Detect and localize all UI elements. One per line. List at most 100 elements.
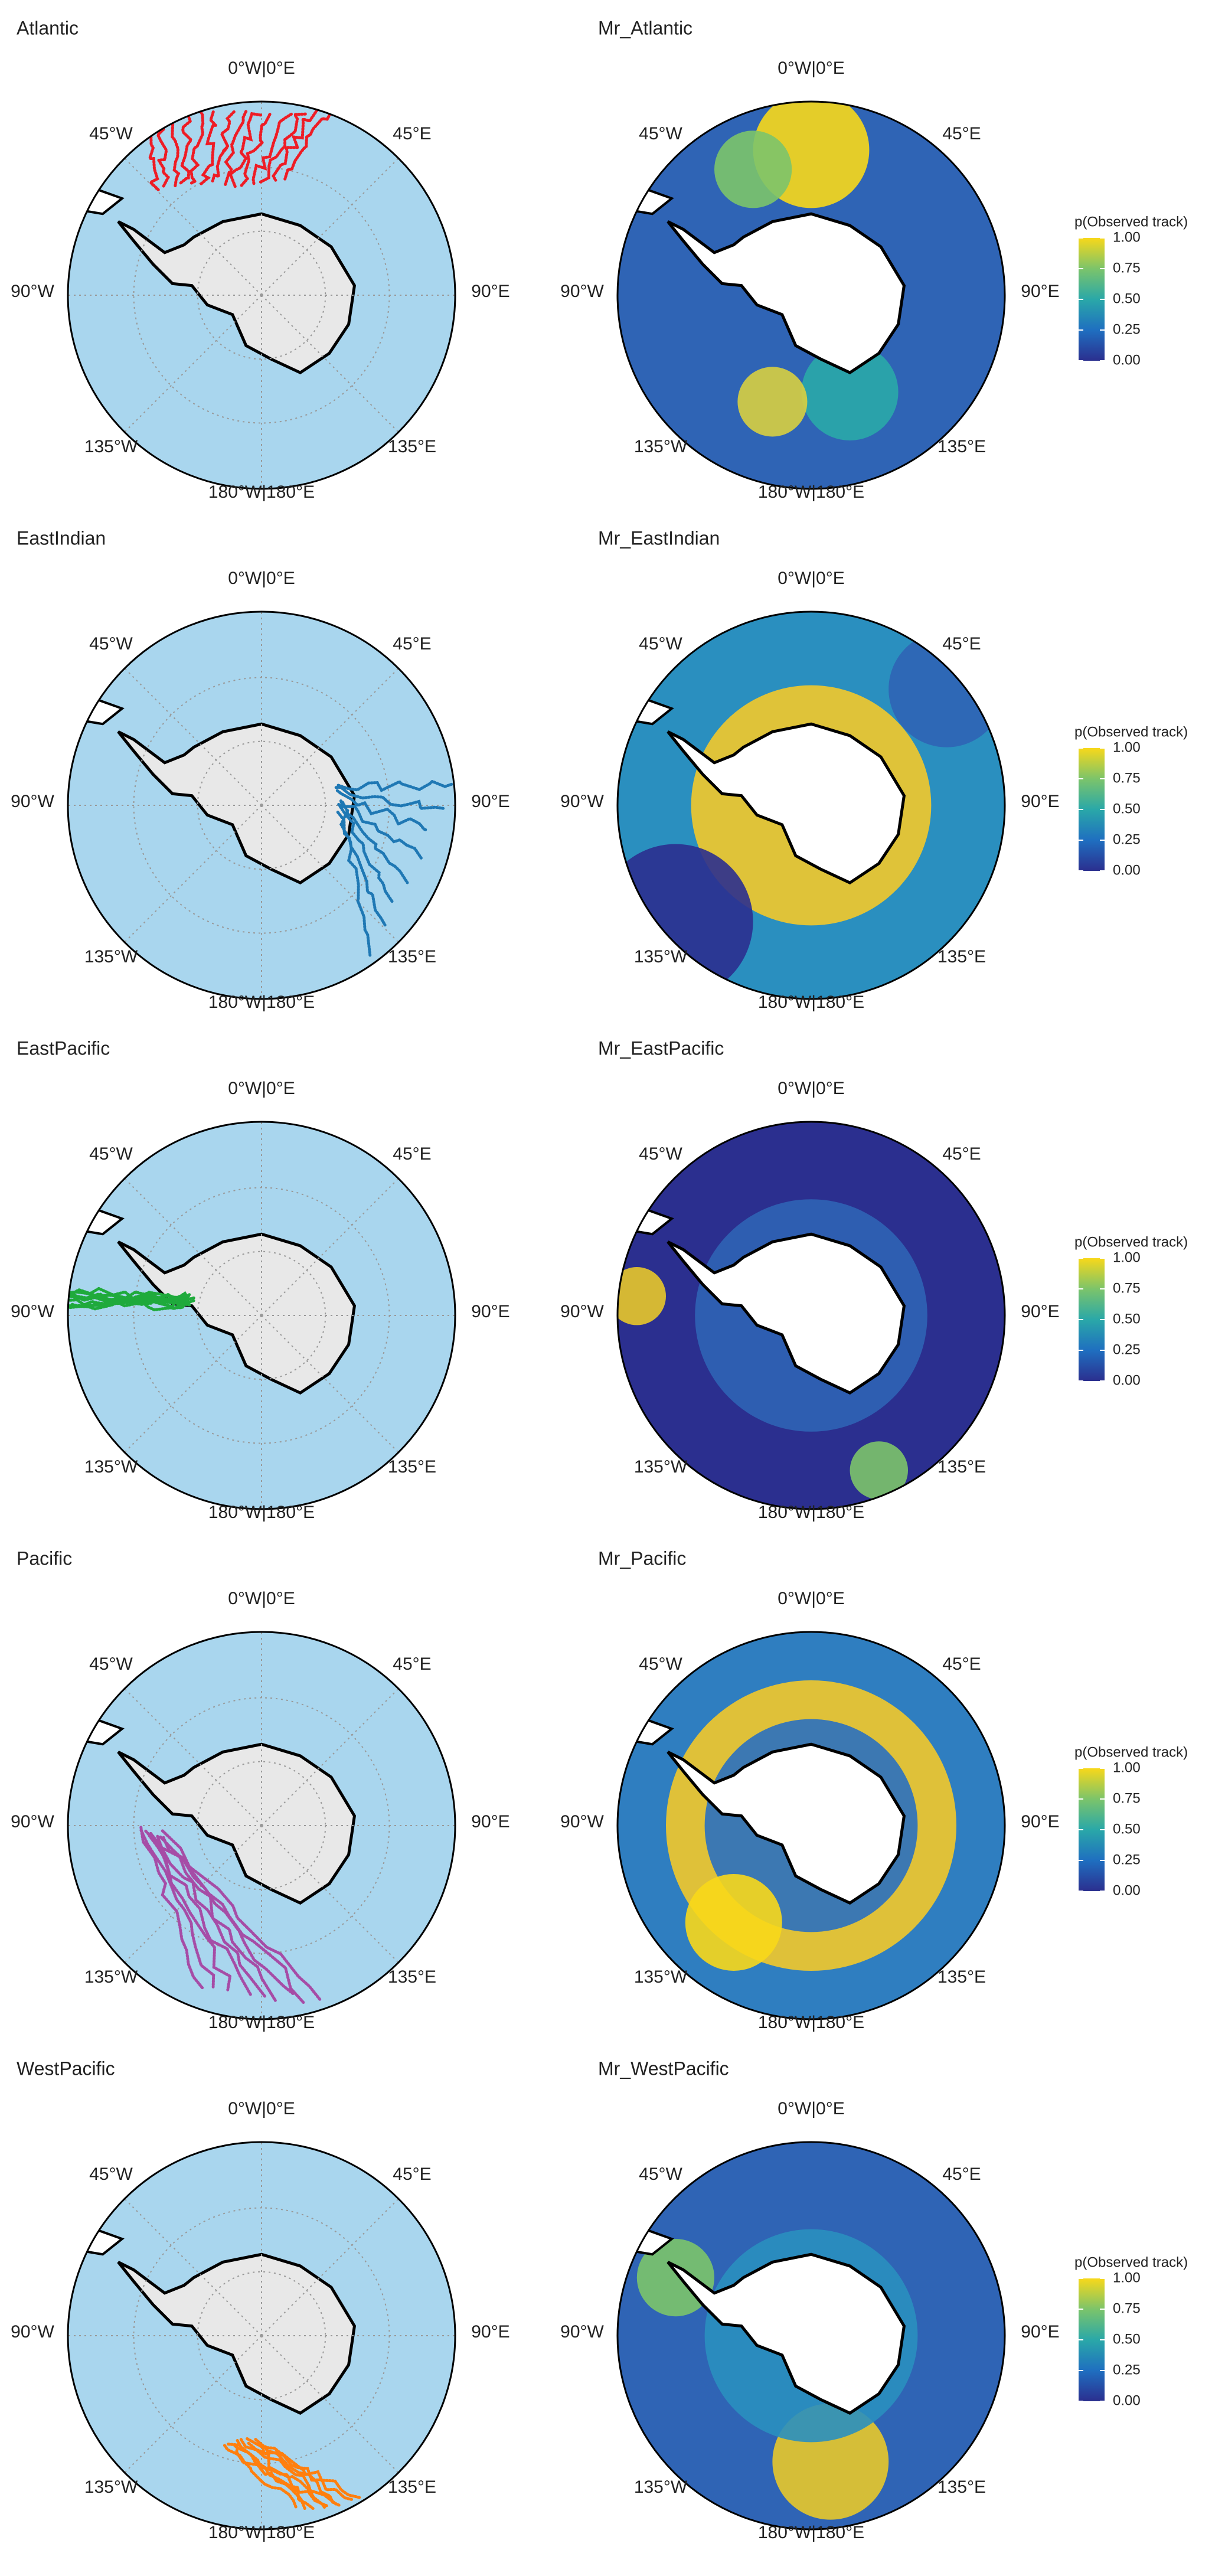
- graticule: [261, 1178, 399, 1316]
- graticule-label: 90°W: [11, 282, 54, 301]
- graticule-label: 90°W: [11, 1812, 54, 1831]
- graticule-label: 90°W: [560, 1812, 604, 1831]
- track-map: WestPacific 0°W|0°E 45°W 45°E 90°W 90°E 135°W 1…: [11, 2058, 510, 2542]
- colorbar-tick-label: 0.75: [1113, 2300, 1141, 2316]
- graticule-label: 135°E: [937, 947, 986, 967]
- graticule-label: 0°W|0°E: [778, 58, 844, 78]
- colorbar-tick-label: 0.00: [1113, 1882, 1141, 1898]
- map-border: [67, 1121, 456, 1510]
- graticule-label: 180°W|180°E: [208, 992, 315, 1012]
- graticule-label: 135°E: [388, 2477, 436, 2497]
- map-border: [67, 2141, 456, 2531]
- track: [240, 113, 272, 187]
- graticule-label: 45°E: [393, 124, 431, 143]
- probability-area: [850, 1441, 909, 1500]
- colorbar-tick-label: 1.00: [1113, 739, 1141, 755]
- graticule-label: 45°W: [89, 634, 133, 654]
- track: [199, 110, 220, 186]
- antarctica: [117, 212, 357, 375]
- graticule-label: 0°W|0°E: [228, 2099, 295, 2118]
- graticule-label: 90°E: [1021, 1812, 1059, 1831]
- track: [178, 109, 193, 186]
- graticule-label: 180°W|180°E: [758, 1503, 864, 1522]
- track: [339, 799, 423, 860]
- graticule: [261, 2198, 399, 2336]
- graticule-label: 45°W: [89, 1654, 133, 1674]
- graticule-label: 180°W|180°E: [208, 2523, 315, 2542]
- map-content: [618, 631, 1005, 999]
- colorbar-tick-label: 0.75: [1113, 1790, 1141, 1806]
- colorbar-title: p(Observed track): [1074, 724, 1188, 740]
- colorbar-title: p(Observed track): [1074, 1234, 1188, 1250]
- graticule: [261, 1688, 399, 1826]
- colorbar-tick-label: 0.75: [1113, 260, 1141, 276]
- track: [251, 112, 293, 185]
- probability-area: [801, 344, 899, 440]
- track: [149, 1831, 267, 1999]
- track: [139, 1829, 215, 1989]
- track: [283, 112, 332, 181]
- colorbar-tick-label: 0.00: [1113, 1372, 1141, 1388]
- graticule-label: 0°W|0°E: [228, 1079, 295, 1098]
- graticule-label: 45°W: [89, 2164, 133, 2184]
- graticule: [261, 805, 399, 943]
- graticule-label: 135°W: [634, 1457, 688, 1477]
- graticule-label: 45°W: [639, 634, 682, 654]
- colorbar-tick-label: 0.50: [1113, 1311, 1141, 1327]
- track: [335, 789, 427, 831]
- antarctica: [667, 722, 906, 885]
- graticule-label: 90°E: [471, 1812, 509, 1831]
- panel-title: WestPacific: [17, 2058, 115, 2079]
- graticule-label: 90°E: [1021, 792, 1059, 811]
- panel-title: Mr_Atlantic: [598, 17, 692, 38]
- graticule-label: 0°W|0°E: [228, 569, 295, 588]
- map-border: [67, 1631, 456, 2020]
- graticule-label: 45°W: [639, 1654, 682, 1674]
- colorbar-title: p(Observed track): [1074, 214, 1188, 230]
- colorbar-tick-label: 0.50: [1113, 1821, 1141, 1837]
- graticule: [261, 1825, 399, 1963]
- graticule-label: 0°W|0°E: [778, 569, 844, 588]
- colorbar-tick-label: 0.50: [1113, 290, 1141, 306]
- antarctica: [117, 1232, 357, 1395]
- graticule-label: 135°E: [388, 437, 436, 456]
- map-border: [67, 610, 456, 1000]
- track: [339, 809, 372, 957]
- antarctica: [117, 722, 357, 885]
- track: [336, 811, 387, 927]
- map-content: [618, 1197, 927, 1500]
- graticule-label: 0°W|0°E: [778, 1589, 844, 1608]
- track: [337, 779, 453, 792]
- graticule: [124, 1825, 262, 1963]
- graticule-label: 45°E: [393, 634, 431, 654]
- probability-area: [714, 130, 792, 208]
- antarctica: [667, 1232, 906, 1395]
- graticule: [261, 295, 399, 433]
- map-border: [616, 610, 1006, 1000]
- probability-map: Mr_Pacific 0°W|0°E 45°W 45°E 90°W 90°E 135°W 13…: [560, 1547, 1188, 2032]
- graticule-label: 45°W: [89, 124, 133, 143]
- graticule-label: 90°W: [11, 1302, 54, 1321]
- graticule-label: 135°E: [388, 1967, 436, 1987]
- map-content: [618, 1680, 956, 1971]
- graticule-label: 135°E: [937, 437, 986, 456]
- graticule-label: 0°W|0°E: [778, 1079, 844, 1098]
- probability-map: Mr_WestPacific 0°W|0°E 45°W 45°E 90°W 90°E 135…: [560, 2058, 1188, 2542]
- graticule-label: 90°W: [560, 792, 604, 811]
- colorbar-tick-label: 0.75: [1113, 770, 1141, 786]
- colorbar-tick-label: 0.00: [1113, 352, 1141, 368]
- colorbar-tick-label: 0.50: [1113, 801, 1141, 817]
- track-map: Atlantic 0°W|0°E 45°W 45°E 90°W 90°E 135°W 135°…: [11, 17, 510, 501]
- probability-area: [618, 844, 753, 999]
- antarctica: [667, 212, 906, 375]
- graticule-label: 45°E: [942, 1144, 981, 1164]
- colorbar-title: p(Observed track): [1074, 2254, 1188, 2270]
- colorbar-tick-label: 1.00: [1113, 229, 1141, 245]
- graticule-label: 45°W: [639, 2164, 682, 2184]
- graticule-label: 180°W|180°E: [208, 2013, 315, 2032]
- graticule-label: 135°W: [84, 947, 138, 967]
- colorbar-tick-label: 0.25: [1113, 2362, 1141, 2378]
- probability-area: [618, 1267, 667, 1325]
- graticule-label: 135°W: [634, 947, 688, 967]
- graticule-label: 135°W: [634, 437, 688, 456]
